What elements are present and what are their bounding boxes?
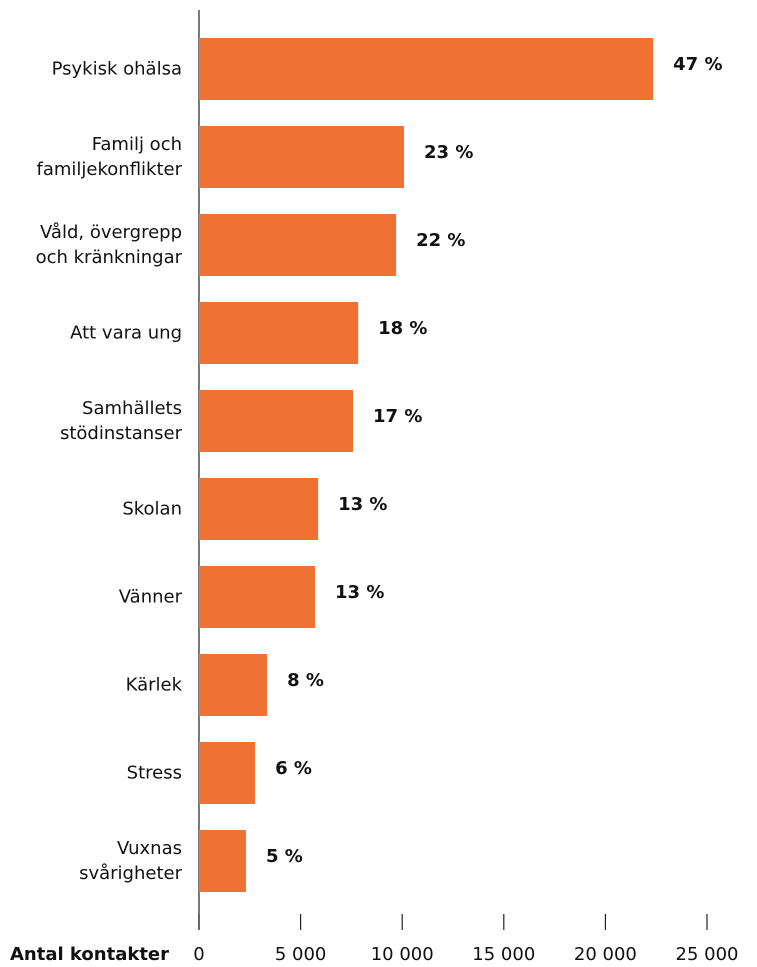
bar (199, 302, 359, 364)
value-label: 13 % (338, 494, 387, 515)
value-label: 23 % (424, 142, 473, 163)
value-label: 17 % (373, 406, 422, 427)
value-label: 6 % (275, 758, 312, 779)
x-tick-label: 10 000 (371, 944, 434, 965)
value-label: 18 % (378, 318, 427, 339)
x-tick-label: 5 000 (275, 944, 327, 965)
value-label: 5 % (266, 846, 303, 867)
category-label: Vänner (118, 586, 182, 608)
category-label: Kärlek (125, 674, 182, 696)
x-tick-label: 25 000 (676, 944, 739, 965)
category-label: Skolan (122, 498, 182, 520)
bar (199, 214, 397, 276)
x-axis-label: Antal kontakter (10, 944, 169, 965)
bar (199, 830, 246, 892)
value-label: 8 % (287, 670, 324, 691)
value-label: 13 % (335, 582, 384, 603)
category-label: Vuxnas svårigheter (79, 838, 182, 884)
category-label: Våld, övergrepp och kränkningar (35, 222, 182, 268)
category-label: Att vara ung (70, 322, 182, 344)
bar (199, 654, 268, 716)
category-label: Samhällets stödinstanser (59, 398, 182, 444)
bar (199, 742, 256, 804)
category-label: Stress (126, 762, 182, 784)
bar (199, 126, 405, 188)
category-label: Psykisk ohälsa (51, 58, 182, 80)
bar (199, 390, 354, 452)
category-label: Familj och familjekonflikter (36, 134, 182, 180)
x-tick-label: 0 (193, 944, 204, 965)
x-tick-label: 15 000 (472, 944, 535, 965)
bar (199, 478, 319, 540)
bar (199, 38, 654, 100)
value-label: 47 % (673, 54, 722, 75)
value-label: 22 % (416, 230, 465, 251)
x-tick-label: 20 000 (574, 944, 637, 965)
bar (199, 566, 316, 628)
